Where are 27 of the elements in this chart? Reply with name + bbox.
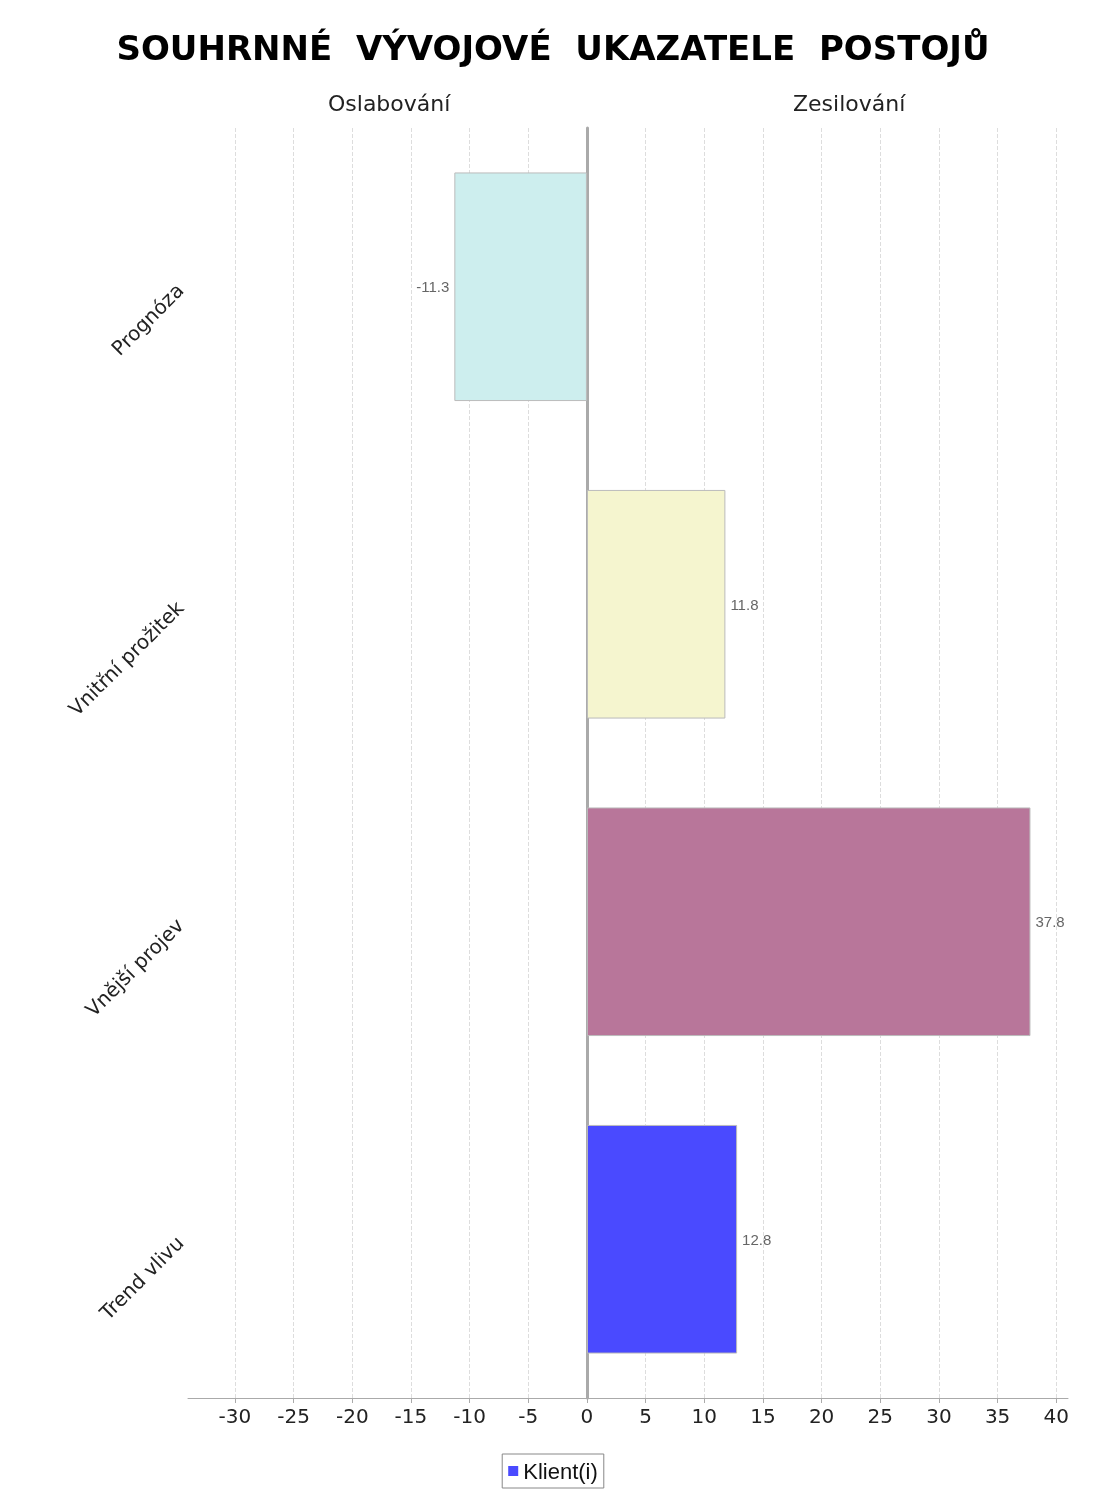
bar <box>586 489 726 719</box>
x-tick-label: 15 <box>750 1404 776 1428</box>
data-label: 11.8 <box>730 595 759 613</box>
x-tick-label: 0 <box>580 1404 594 1428</box>
x-tick-label: 30 <box>926 1404 952 1428</box>
bar <box>586 1124 738 1354</box>
x-tick-label: 10 <box>691 1404 717 1428</box>
bar <box>586 807 1031 1037</box>
text: Oslabování <box>328 90 452 116</box>
data-label: -11.3 <box>416 278 450 296</box>
x-tick-label: -15 <box>394 1404 428 1428</box>
x-tick-label: -10 <box>453 1404 486 1428</box>
x-tick-label: 5 <box>639 1404 652 1428</box>
x-tick-label: -25 <box>277 1404 310 1428</box>
chart-title: SOUHRNNÉ VÝVOJOVÉ UKAZATELE POSTOJŮ <box>116 28 990 68</box>
data-label: 37.8 <box>1035 913 1065 931</box>
x-tick-label: 40 <box>1043 1404 1069 1428</box>
legend-label: Klient(i) <box>523 1458 598 1484</box>
x-tick-label: -20 <box>335 1404 369 1428</box>
x-tick-label: 25 <box>867 1404 893 1428</box>
x-tick-label: 20 <box>808 1404 835 1428</box>
text: Zesilování <box>793 90 907 116</box>
x-tick-label: -5 <box>518 1404 539 1428</box>
bar <box>454 172 587 402</box>
data-label: 12.8 <box>742 1230 772 1248</box>
x-tick-label: -30 <box>218 1404 252 1428</box>
x-tick-label: 35 <box>984 1404 1011 1428</box>
